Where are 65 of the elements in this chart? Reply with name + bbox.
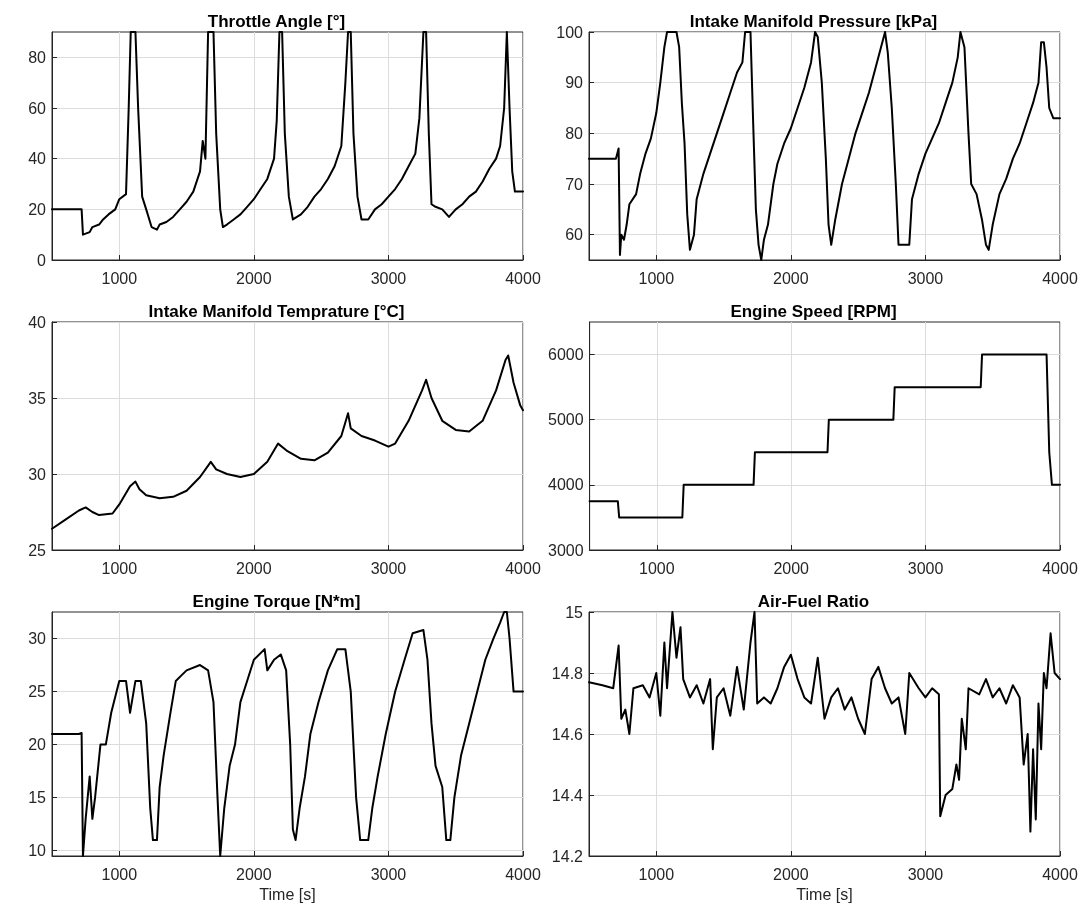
x-tick-label: 1000 bbox=[101, 559, 138, 577]
y-tick-label: 10 bbox=[28, 842, 47, 860]
y-tick-label: 3000 bbox=[548, 541, 584, 559]
y-tick-label: 40 bbox=[28, 313, 47, 331]
x-tick-label: 3000 bbox=[370, 269, 407, 287]
x-tick-label: 3000 bbox=[907, 269, 944, 287]
y-tick-label: 20 bbox=[28, 200, 47, 218]
y-tick-label: 14.4 bbox=[551, 786, 584, 804]
chart-title: Intake Manifold Temprature [°C] bbox=[148, 302, 405, 321]
y-tick-label: 80 bbox=[565, 124, 584, 142]
line-series bbox=[51, 354, 524, 530]
x-tick-label: 1000 bbox=[638, 269, 675, 287]
x-axis-title: Time [s] bbox=[259, 886, 316, 904]
x-tick-label: 3000 bbox=[907, 559, 944, 577]
line-series bbox=[588, 31, 1061, 261]
y-tick-label: 40 bbox=[28, 150, 47, 168]
y-tick-label: 70 bbox=[565, 175, 584, 193]
x-tick-label: 2000 bbox=[773, 269, 809, 287]
y-tick-label: 25 bbox=[28, 541, 47, 559]
x-tick-label: 4000 bbox=[1042, 865, 1078, 883]
y-tick-label: 20 bbox=[28, 736, 47, 754]
x-tick-label: 4000 bbox=[505, 269, 541, 287]
y-tick-label: 5000 bbox=[548, 411, 584, 429]
chart-title: Intake Manifold Pressure [kPa] bbox=[689, 12, 938, 31]
x-tick-label: 4000 bbox=[505, 865, 541, 883]
x-tick-label: 3000 bbox=[907, 865, 944, 883]
y-tick-label: 100 bbox=[556, 23, 584, 41]
x-tick-label: 2000 bbox=[236, 559, 272, 577]
y-tick-label: 14.8 bbox=[551, 664, 584, 682]
x-tick-label: 4000 bbox=[1042, 269, 1078, 287]
x-tick-label: 1000 bbox=[101, 865, 138, 883]
y-tick-label: 6000 bbox=[548, 346, 584, 364]
y-tick-label: 35 bbox=[28, 389, 47, 407]
y-tick-label: 60 bbox=[28, 99, 47, 117]
y-tick-label: 30 bbox=[28, 630, 47, 648]
x-tick-label: 3000 bbox=[370, 559, 407, 577]
x-tick-label: 2000 bbox=[236, 269, 272, 287]
chart-title: Engine Torque [N*m] bbox=[192, 592, 361, 611]
y-tick-label: 25 bbox=[28, 683, 47, 701]
y-tick-label: 0 bbox=[37, 251, 47, 269]
y-tick-label: 60 bbox=[565, 226, 584, 244]
x-tick-label: 3000 bbox=[370, 865, 407, 883]
y-tick-label: 30 bbox=[28, 465, 47, 483]
x-tick-label: 4000 bbox=[1042, 559, 1078, 577]
y-tick-label: 4000 bbox=[548, 476, 584, 494]
y-tick-label: 80 bbox=[28, 48, 47, 66]
x-axis-title: Time [s] bbox=[796, 886, 853, 904]
chart-title: Throttle Angle [°] bbox=[207, 12, 346, 31]
x-tick-label: 2000 bbox=[773, 559, 810, 577]
x-tick-label: 1000 bbox=[639, 559, 675, 577]
y-tick-label: 15 bbox=[28, 789, 47, 807]
y-tick-label: 14.6 bbox=[551, 725, 584, 743]
line-series bbox=[51, 611, 524, 857]
x-tick-label: 2000 bbox=[236, 865, 272, 883]
y-tick-label: 15 bbox=[565, 603, 584, 621]
y-tick-label: 90 bbox=[565, 74, 584, 92]
line-series bbox=[51, 31, 524, 236]
chart-title: Engine Speed [RPM] bbox=[730, 302, 897, 321]
line-series bbox=[588, 353, 1061, 519]
x-tick-label: 1000 bbox=[638, 865, 675, 883]
x-tick-label: 4000 bbox=[505, 559, 541, 577]
chart-title: Air-Fuel Ratio bbox=[757, 592, 870, 611]
x-tick-label: 2000 bbox=[773, 865, 809, 883]
y-tick-label: 14.2 bbox=[551, 847, 584, 865]
x-tick-label: 1000 bbox=[101, 269, 138, 287]
